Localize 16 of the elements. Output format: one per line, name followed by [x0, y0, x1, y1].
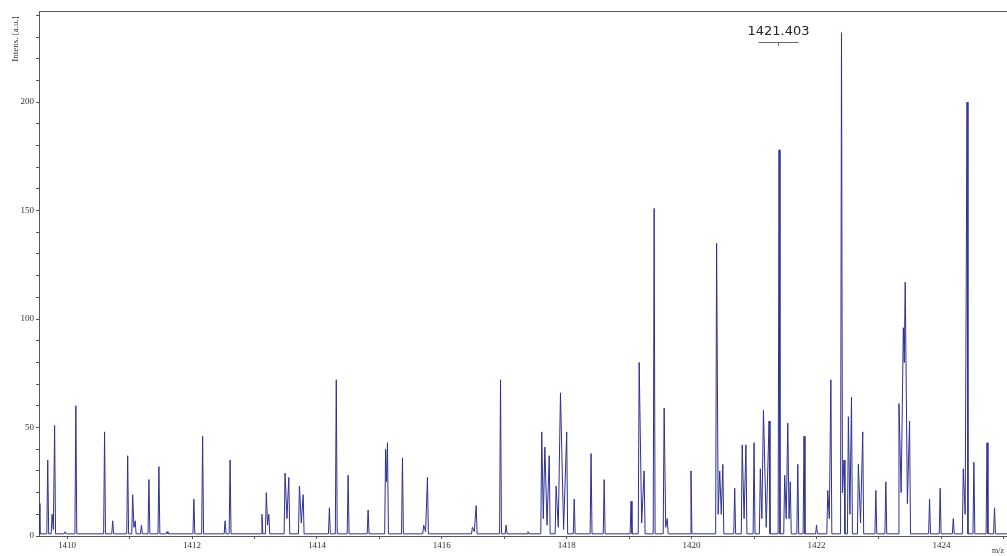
y-tick-label: 100: [20, 313, 35, 324]
x-axis-title: m/z: [992, 546, 1005, 556]
x-tick-label: 1418: [557, 539, 577, 550]
x-tick-label: 1424: [932, 539, 951, 550]
x-tick-label: 1412: [183, 539, 202, 550]
y-tick-label: 200: [20, 96, 35, 107]
y-axis-title: Intens. [a.u.]: [10, 16, 21, 62]
x-tick-label: 1420: [682, 539, 702, 550]
x-tick-label: 1416: [432, 539, 452, 550]
annotation: 1421.403: [747, 22, 810, 38]
y-tick-label: 0: [29, 530, 35, 541]
x-tick-label: 1422: [807, 539, 826, 550]
y-tick-label: 50: [25, 421, 35, 432]
x-tick-label: 1410: [58, 539, 77, 550]
x-tick-label: 1414: [307, 539, 327, 550]
y-tick-label: 150: [20, 204, 35, 215]
